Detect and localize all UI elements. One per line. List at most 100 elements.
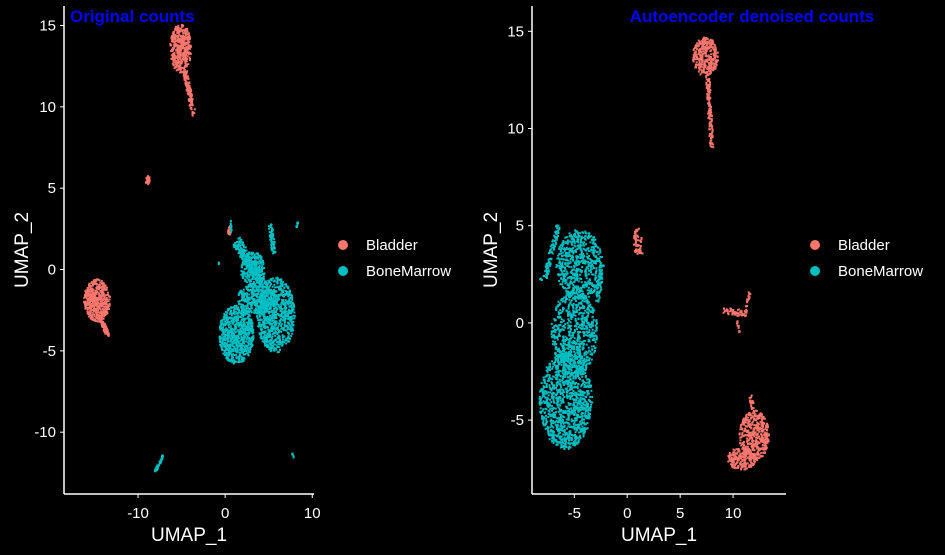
chart1-point — [259, 302, 262, 305]
chart2-point — [699, 49, 702, 52]
chart1-point — [265, 307, 268, 310]
chart1-point — [91, 289, 94, 292]
chart1-point — [186, 50, 189, 53]
chart1-point — [101, 293, 104, 296]
chart2-point — [716, 56, 719, 59]
chart1-point — [286, 317, 289, 320]
chart2-point — [708, 128, 711, 131]
chart2-point — [753, 445, 756, 448]
chart1-point — [248, 268, 251, 271]
chart2-point — [715, 59, 718, 62]
chart1-point — [277, 329, 280, 332]
chart2-point — [567, 425, 570, 428]
chart2-point — [760, 417, 763, 420]
chart1-point — [239, 312, 242, 315]
chart1-point — [287, 300, 290, 303]
chart1-point — [271, 344, 274, 347]
chart1-point — [261, 302, 264, 305]
chart2-point — [758, 435, 760, 438]
chart1-point — [275, 320, 278, 323]
chart1-point — [97, 292, 100, 295]
chart2-point — [759, 426, 762, 429]
chart1-point — [184, 32, 187, 35]
chart1-point — [235, 327, 238, 330]
chart1-point — [92, 299, 95, 302]
chart2-point — [710, 111, 713, 114]
chart1-point — [230, 230, 232, 233]
chart2-point — [745, 431, 748, 434]
chart2-point — [700, 69, 703, 72]
chart2-point — [549, 433, 552, 436]
chart1-point — [84, 290, 87, 293]
chart1-point — [88, 282, 91, 285]
chart1-point — [95, 309, 97, 312]
chart1-point — [266, 340, 269, 343]
chart1-point — [257, 280, 260, 282]
chart1-point — [232, 317, 235, 320]
chart1-point — [177, 51, 180, 53]
chart1-point — [172, 60, 175, 63]
chart1-point — [281, 300, 284, 303]
chart1-point — [271, 340, 274, 343]
chart1-point — [254, 307, 257, 310]
chart2-point — [713, 44, 716, 46]
chart2-point — [696, 44, 699, 47]
chart1-point — [245, 272, 248, 275]
chart1-point — [222, 338, 225, 340]
chart2-point — [749, 401, 752, 404]
chart1-point — [238, 316, 241, 319]
chart2-point — [748, 396, 751, 399]
chart2-point — [753, 453, 756, 456]
chart1-point — [261, 295, 263, 297]
chart2-point — [734, 313, 737, 316]
chart1-point — [246, 344, 249, 347]
chart1-point — [161, 456, 164, 459]
chart2-point — [764, 443, 767, 445]
chart1-point — [229, 325, 232, 328]
chart2-point — [709, 114, 712, 117]
chart1-point — [244, 246, 247, 249]
chart1-point — [234, 350, 237, 353]
chart1-point — [268, 289, 271, 292]
chart1-point — [231, 306, 234, 309]
chart2-point — [705, 74, 708, 77]
chart1-point — [259, 255, 261, 258]
chart1-point — [270, 337, 273, 340]
chart1-point — [238, 236, 241, 239]
chart1-point — [284, 309, 287, 312]
chart1-point — [282, 289, 285, 292]
chart1-point — [248, 251, 251, 254]
chart1-point — [238, 302, 241, 305]
chart1-point — [93, 282, 96, 285]
chart1-point — [234, 308, 237, 310]
chart1-point — [251, 336, 254, 339]
chart2-point — [707, 73, 710, 76]
chart2-point — [738, 432, 741, 435]
chart1-point — [260, 337, 263, 340]
chart2-point — [739, 460, 742, 463]
chart1-point — [185, 31, 187, 34]
chart1-point — [176, 28, 179, 31]
chart1-point — [259, 299, 262, 302]
chart2-point — [707, 46, 710, 49]
chart2-point — [731, 460, 733, 463]
chart1-point — [188, 99, 191, 102]
chart2-point — [735, 457, 738, 460]
chart1-point — [253, 311, 256, 314]
chart1-point — [238, 244, 241, 247]
chart1-point — [176, 26, 179, 29]
chart2-point — [728, 454, 731, 457]
chart1-point — [228, 321, 231, 323]
chart2-point — [707, 66, 710, 69]
chart1-point — [243, 307, 246, 310]
chart2-point — [757, 446, 760, 449]
chart1-point — [283, 335, 286, 338]
chart1-point — [179, 58, 182, 60]
chart1-point — [235, 320, 238, 323]
chart2-point — [755, 456, 758, 459]
chart2-point — [576, 404, 579, 407]
chart2-point — [711, 125, 714, 128]
chart1-point — [284, 301, 286, 304]
chart1-point — [156, 464, 159, 467]
chart1-point — [185, 72, 188, 75]
